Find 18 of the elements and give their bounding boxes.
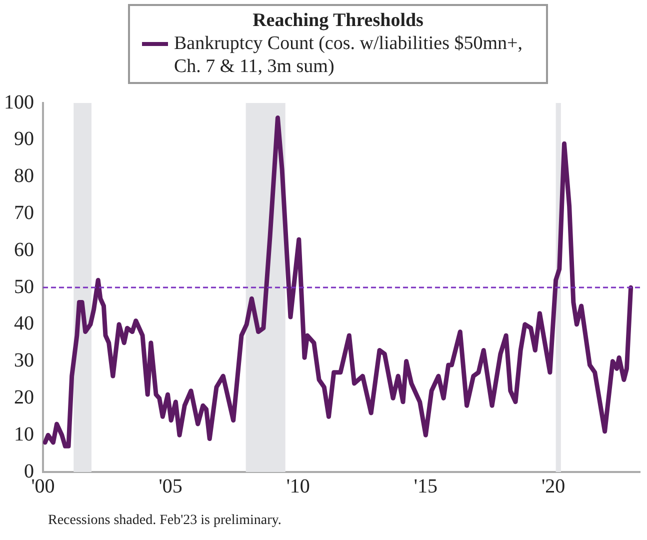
x-tick-label: '05 — [158, 475, 182, 498]
y-tick-label: 60 — [14, 238, 34, 261]
y-tick-label: 40 — [14, 312, 34, 335]
x-tick-label: '00 — [31, 475, 55, 498]
legend-label: Bankruptcy Count (cos. w/liabilities $50mn+, Ch. 7 & 11, 3m sum) — [174, 32, 524, 78]
y-tick-label: 100 — [4, 91, 34, 114]
x-tick-label: '20 — [541, 475, 566, 498]
y-tick-label: 90 — [14, 128, 34, 150]
y-tick-label: 10 — [14, 423, 34, 446]
y-tick-label: 80 — [14, 165, 34, 188]
x-tick-label: '10 — [286, 475, 310, 498]
text: Recessions shaded. Feb'23 is preliminary. — [48, 513, 282, 529]
y-tick-label: 20 — [14, 386, 34, 408]
x-tick-label: '15 — [414, 475, 438, 498]
y-tick-label: 50 — [14, 276, 34, 298]
y-tick-label: 70 — [14, 202, 34, 224]
chart-title: Reaching Thresholds — [252, 10, 424, 32]
y-tick-label: 30 — [14, 350, 34, 372]
